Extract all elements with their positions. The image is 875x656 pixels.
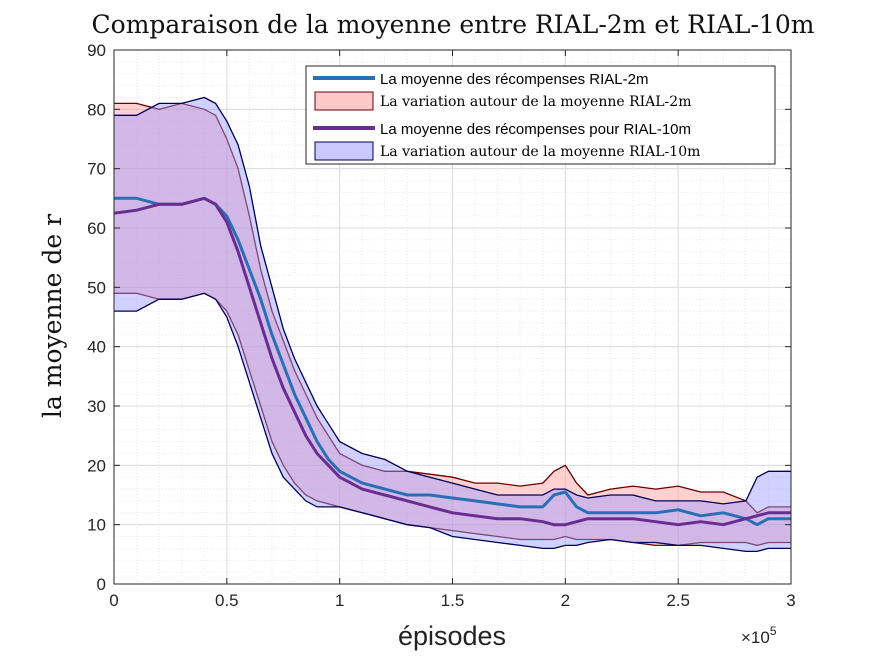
mean-line-1 [113, 196, 791, 527]
bands [114, 96, 791, 553]
band-fill-0 [114, 103, 791, 546]
legend-swatch-rial10m-band [314, 141, 374, 161]
x-tick-label: 0 [109, 591, 118, 610]
x-tick-label: 1 [335, 591, 344, 610]
legend: La moyenne des récompenses RIAL-2m La va… [305, 65, 776, 165]
band-lower-edge-1 [114, 292, 791, 553]
chart-title: Comparaison de la moyenne entre RIAL-2m … [92, 10, 815, 39]
y-tick-label: 50 [87, 278, 106, 297]
mean-lines [113, 196, 791, 527]
y-tick-label: 0 [97, 575, 106, 594]
x-tick-label: 1.5 [441, 591, 465, 610]
legend-label-rial10m-band: La variation autour de la moyenne RIAL-1… [380, 144, 700, 160]
x-exponent-base: ×10 [741, 628, 770, 647]
mean-line-0 [114, 196, 791, 527]
y-tick-label: 40 [87, 338, 106, 357]
legend-label-rial2m-mean: La moyenne des récompenses RIAL-2m [380, 71, 648, 88]
band-upper-edge-1 [114, 96, 791, 505]
band-fill-1 [114, 97, 791, 552]
x-exponent-power: 5 [770, 624, 777, 638]
y-tick-label: 20 [87, 456, 106, 475]
legend-label-rial2m-band: La variation autour de la moyenne RIAL-2… [380, 94, 691, 110]
y-tick-label: 60 [87, 219, 106, 238]
y-tick-label: 90 [87, 41, 106, 60]
legend-label-rial10m-mean: La moyenne des récompenses pour RIAL-10m [380, 121, 691, 138]
x-tick-label: 2 [561, 591, 570, 610]
x-tick-label: 2.5 [666, 591, 690, 610]
legend-swatch-rial2m-band [314, 91, 374, 111]
x-tick-label: 0.5 [215, 591, 239, 610]
band-upper-edge-0 [114, 102, 791, 514]
y-axis-label: la moyenne de r [38, 214, 67, 418]
y-tick-label: 10 [87, 516, 106, 535]
legend-box [305, 65, 776, 165]
y-tick-label: 70 [87, 160, 106, 179]
x-tick-label: 3 [786, 591, 795, 610]
x-axis-exponent: ×105 [741, 624, 777, 647]
x-axis-label: épisodes [398, 621, 506, 651]
y-tick-label: 30 [87, 397, 106, 416]
y-tick-label: 80 [87, 100, 106, 119]
